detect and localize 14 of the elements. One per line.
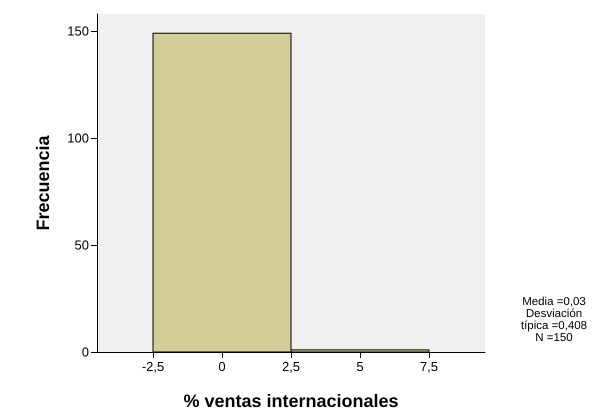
x-tick-label: -2,5: [142, 359, 164, 374]
text: Desviación típica =0,408: [520, 308, 588, 332]
x-axis-title: % ventas internacionales: [183, 391, 399, 411]
y-tick-label: 150: [67, 24, 89, 39]
y-tick-label: 50: [74, 238, 89, 253]
x-tick-label: 7,5: [420, 359, 438, 374]
text: N =150: [534, 332, 574, 344]
y-tick-label: 0: [82, 344, 89, 360]
x-tick-label: 2,5: [282, 359, 300, 374]
x-tick-label: 0: [218, 359, 226, 374]
y-axis-title: Frecuencia: [33, 134, 53, 231]
y-tick-label: 100: [67, 130, 89, 146]
text: Media =0,03: [521, 296, 587, 308]
x-tick-label: 5: [356, 359, 364, 374]
